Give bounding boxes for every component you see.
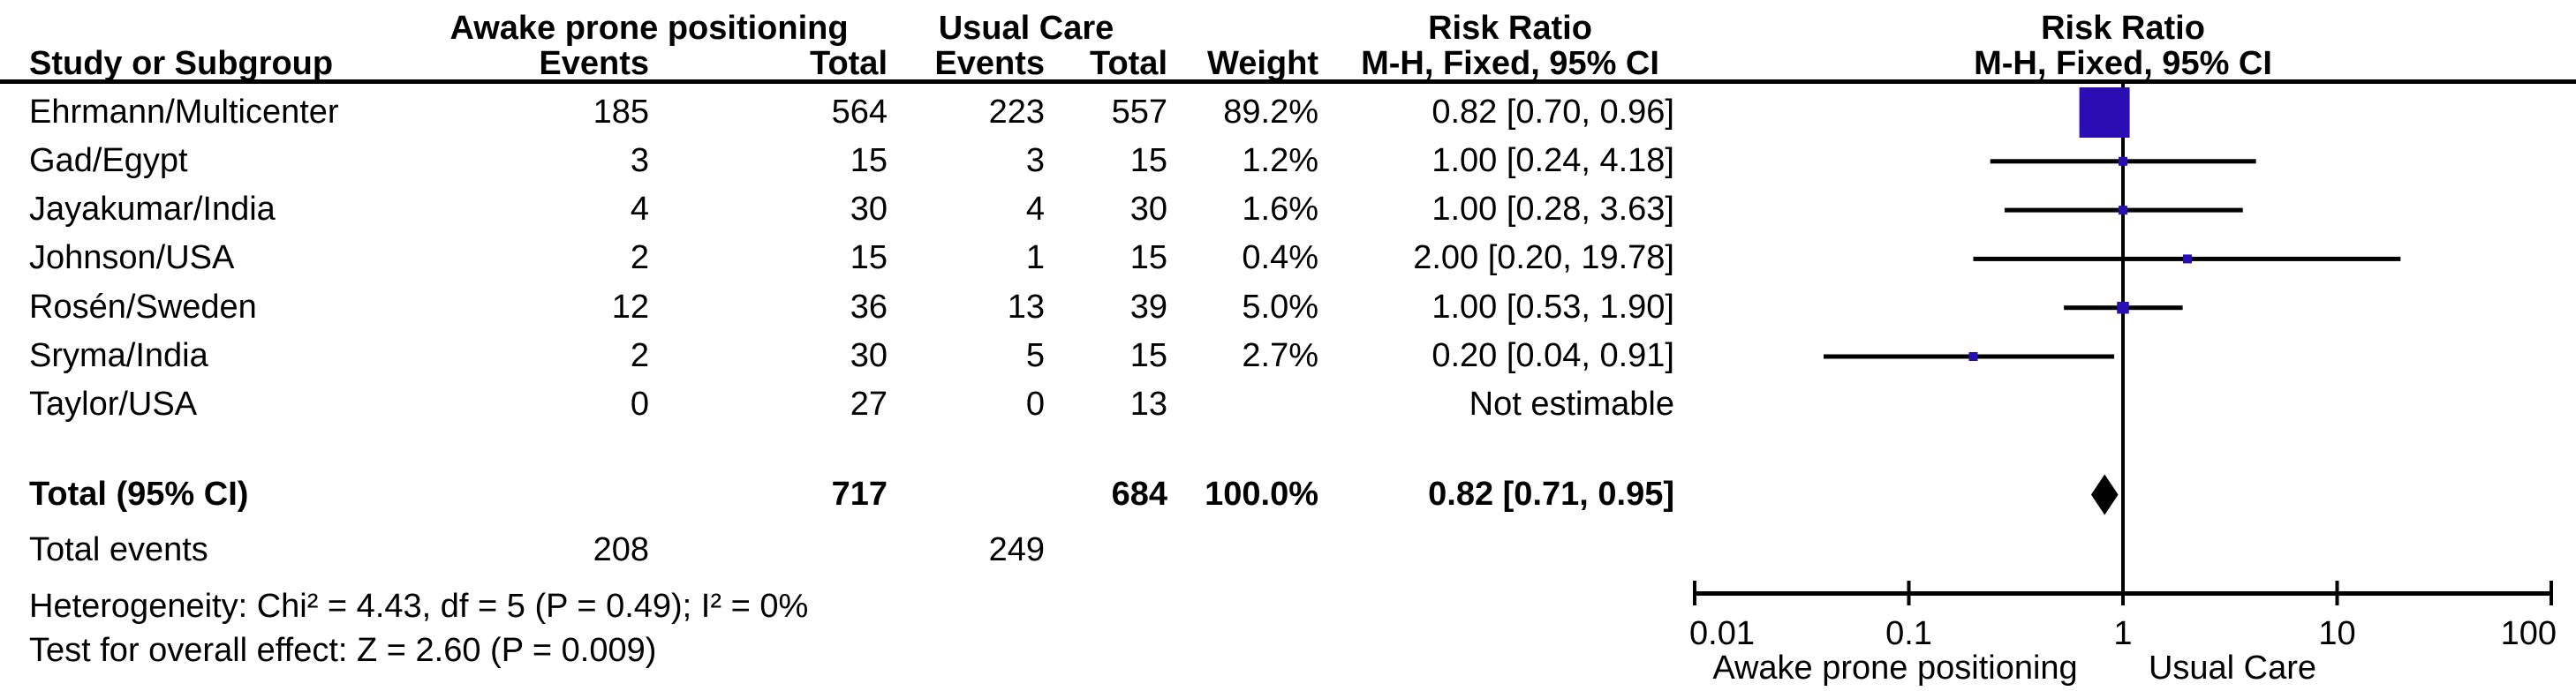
header-rule [0, 79, 2576, 84]
risk-ratio-ci: 1.00 [0.24, 4.18] [1432, 142, 1674, 179]
events-app: 2 [630, 337, 649, 374]
risk-ratio-ci: 2.00 [0.20, 19.78] [1413, 239, 1674, 276]
total-app-n: 717 [831, 476, 888, 513]
weight-value: 1.2% [1242, 142, 1318, 179]
total-app: 30 [850, 337, 888, 374]
events-uc: 4 [1025, 191, 1045, 228]
risk-ratio-header-plot: Risk Ratio [2041, 10, 2205, 47]
axis-tick [2335, 581, 2339, 605]
total-uc: 39 [1129, 289, 1167, 326]
study-col-header: Study or Subgroup [29, 45, 334, 82]
favors-right-label: Usual Care [2149, 650, 2316, 687]
study-name: Gad/Egypt [29, 142, 188, 179]
total-app: 36 [850, 289, 888, 326]
events-uc: 1 [1025, 239, 1045, 276]
events-uc: 0 [1025, 386, 1045, 423]
weight-value: 89.2% [1223, 94, 1318, 131]
total-app: 30 [850, 191, 888, 228]
weight-col-header: Weight [1207, 45, 1318, 82]
study-name: Jayakumar/India [29, 191, 276, 228]
total-uc: 15 [1129, 337, 1167, 374]
total-rr: 0.82 [0.71, 0.95] [1428, 476, 1674, 513]
risk-ratio-ci: 0.20 [0.04, 0.91] [1432, 337, 1674, 374]
axis-tick [2121, 581, 2125, 605]
risk-ratio-header-left: Risk Ratio [1428, 10, 1592, 47]
total-uc: 15 [1129, 239, 1167, 276]
study-name: Ehrmann/Multicenter [29, 94, 339, 131]
weight-value: 0.4% [1242, 239, 1318, 276]
events-app: 3 [630, 142, 649, 179]
total-uc: 15 [1129, 142, 1167, 179]
events-app: 4 [630, 191, 649, 228]
risk-ratio-ci: 0.82 [0.70, 0.96] [1432, 94, 1674, 131]
axis-tick-label: 0.01 [1689, 615, 1755, 652]
events-uc: 223 [988, 94, 1045, 131]
events-app: 185 [593, 94, 649, 131]
total-uc-n: 684 [1111, 476, 1167, 513]
total-weight: 100.0% [1205, 476, 1318, 513]
events-uc: 3 [1025, 142, 1045, 179]
total-uc: 557 [1111, 94, 1167, 131]
events-uc: 13 [1007, 289, 1045, 326]
total-app: 564 [831, 94, 888, 131]
axis-tick-label: 10 [2318, 615, 2355, 652]
study-name: Johnson/USA [29, 239, 235, 276]
total-uc: 13 [1129, 386, 1167, 423]
events-app: 0 [630, 386, 649, 423]
events-app: 2 [630, 239, 649, 276]
study-name: Sryma/India [29, 337, 208, 374]
axis-tick [2550, 581, 2553, 605]
study-name: Taylor/USA [29, 386, 198, 423]
heterogeneity-text: Heterogeneity: Chi² = 4.43, df = 5 (P = … [29, 588, 809, 625]
total-col-header-2: Total [1090, 45, 1167, 82]
axis-tick-label: 0.1 [1885, 615, 1932, 652]
total-app: 15 [850, 142, 888, 179]
effect-square [1968, 352, 1978, 361]
total-label: Total (95% CI) [29, 476, 249, 513]
effect-square [2119, 206, 2127, 215]
axis-tick [1907, 581, 1911, 605]
axis-tick-label: 100 [2501, 615, 2557, 652]
overall-effect-text: Test for overall effect: Z = 2.60 (P = 0… [29, 632, 657, 669]
total-events-label: Total events [29, 531, 208, 568]
total-col-header-1: Total [810, 45, 888, 82]
effect-square [2117, 301, 2129, 314]
total-app: 15 [850, 239, 888, 276]
events-app: 12 [611, 289, 649, 326]
favors-left-label: Awake prone positioning [1712, 650, 2077, 687]
study-name: Rosén/Sweden [29, 289, 257, 326]
effect-square [2119, 156, 2127, 166]
method-header-left: M-H, Fixed, 95% CI [1361, 45, 1659, 82]
risk-ratio-ci: 1.00 [0.53, 1.90] [1432, 289, 1674, 326]
weight-value: 2.7% [1242, 337, 1318, 374]
group1-header: Awake prone positioning [449, 10, 849, 47]
effect-square [2182, 254, 2192, 264]
total-events-uc: 249 [988, 531, 1045, 568]
summary-diamond [2090, 474, 2119, 515]
events-col-header-2: Events [934, 45, 1045, 82]
events-uc: 5 [1025, 337, 1045, 374]
total-events-app: 208 [593, 531, 649, 568]
no-effect-line [2121, 82, 2125, 604]
total-uc: 30 [1129, 191, 1167, 228]
axis-tick-label: 1 [2113, 615, 2132, 652]
method-header-plot: M-H, Fixed, 95% CI [1974, 45, 2272, 82]
events-col-header-1: Events [539, 45, 649, 82]
total-app: 27 [850, 386, 888, 423]
axis-tick [1693, 581, 1696, 605]
effect-square [2079, 87, 2130, 138]
group2-header: Usual Care [938, 10, 1114, 47]
risk-ratio-ci: Not estimable [1469, 386, 1674, 423]
weight-value: 1.6% [1242, 191, 1318, 228]
weight-value: 5.0% [1242, 289, 1318, 326]
risk-ratio-ci: 1.00 [0.28, 3.63] [1432, 191, 1674, 228]
